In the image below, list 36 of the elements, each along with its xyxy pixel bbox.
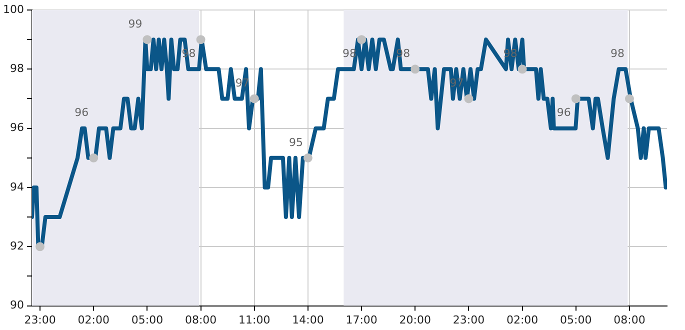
point	[571, 94, 580, 104]
y-tick-label: 98	[10, 62, 24, 76]
x-tick-label: 11:00	[238, 313, 270, 326]
point	[518, 64, 527, 74]
x-tick-label: 14:00	[292, 313, 324, 326]
point	[36, 242, 45, 252]
point	[464, 94, 474, 104]
x-tick-label: 02:00	[506, 313, 538, 326]
x-tick-label: 05:00	[131, 313, 164, 326]
x-tick-label: 20:00	[399, 313, 431, 326]
point	[196, 35, 206, 44]
y-tick-label: 92	[10, 240, 24, 252]
point	[410, 64, 420, 74]
y-tick-label: 94	[10, 180, 24, 194]
x-tick-label: 08:00	[184, 313, 217, 326]
x-tick-label: 02:00	[78, 313, 110, 326]
point	[624, 94, 634, 104]
annotation: 96	[556, 106, 571, 120]
x-tick-label: 23:00	[452, 313, 485, 326]
x-tick-label: 23:00	[24, 313, 56, 326]
x-tick-label: 05:00	[560, 313, 592, 326]
y-tick-label: 100	[2, 2, 24, 16]
annotation: 97	[450, 76, 464, 90]
point	[89, 153, 98, 162]
y-tick-label: 90	[10, 298, 24, 312]
annotation: 96	[74, 106, 89, 120]
x-tick-label: 08:00	[614, 313, 646, 326]
point	[357, 35, 366, 44]
point	[142, 35, 152, 44]
point	[303, 153, 312, 162]
annotation: 95	[288, 136, 303, 149]
y-tick-label: 96	[10, 121, 24, 134]
point	[250, 94, 259, 104]
annotation: 99	[128, 17, 142, 30]
annotation: 98	[610, 47, 624, 60]
x-tick-label: 17:00	[346, 313, 378, 326]
